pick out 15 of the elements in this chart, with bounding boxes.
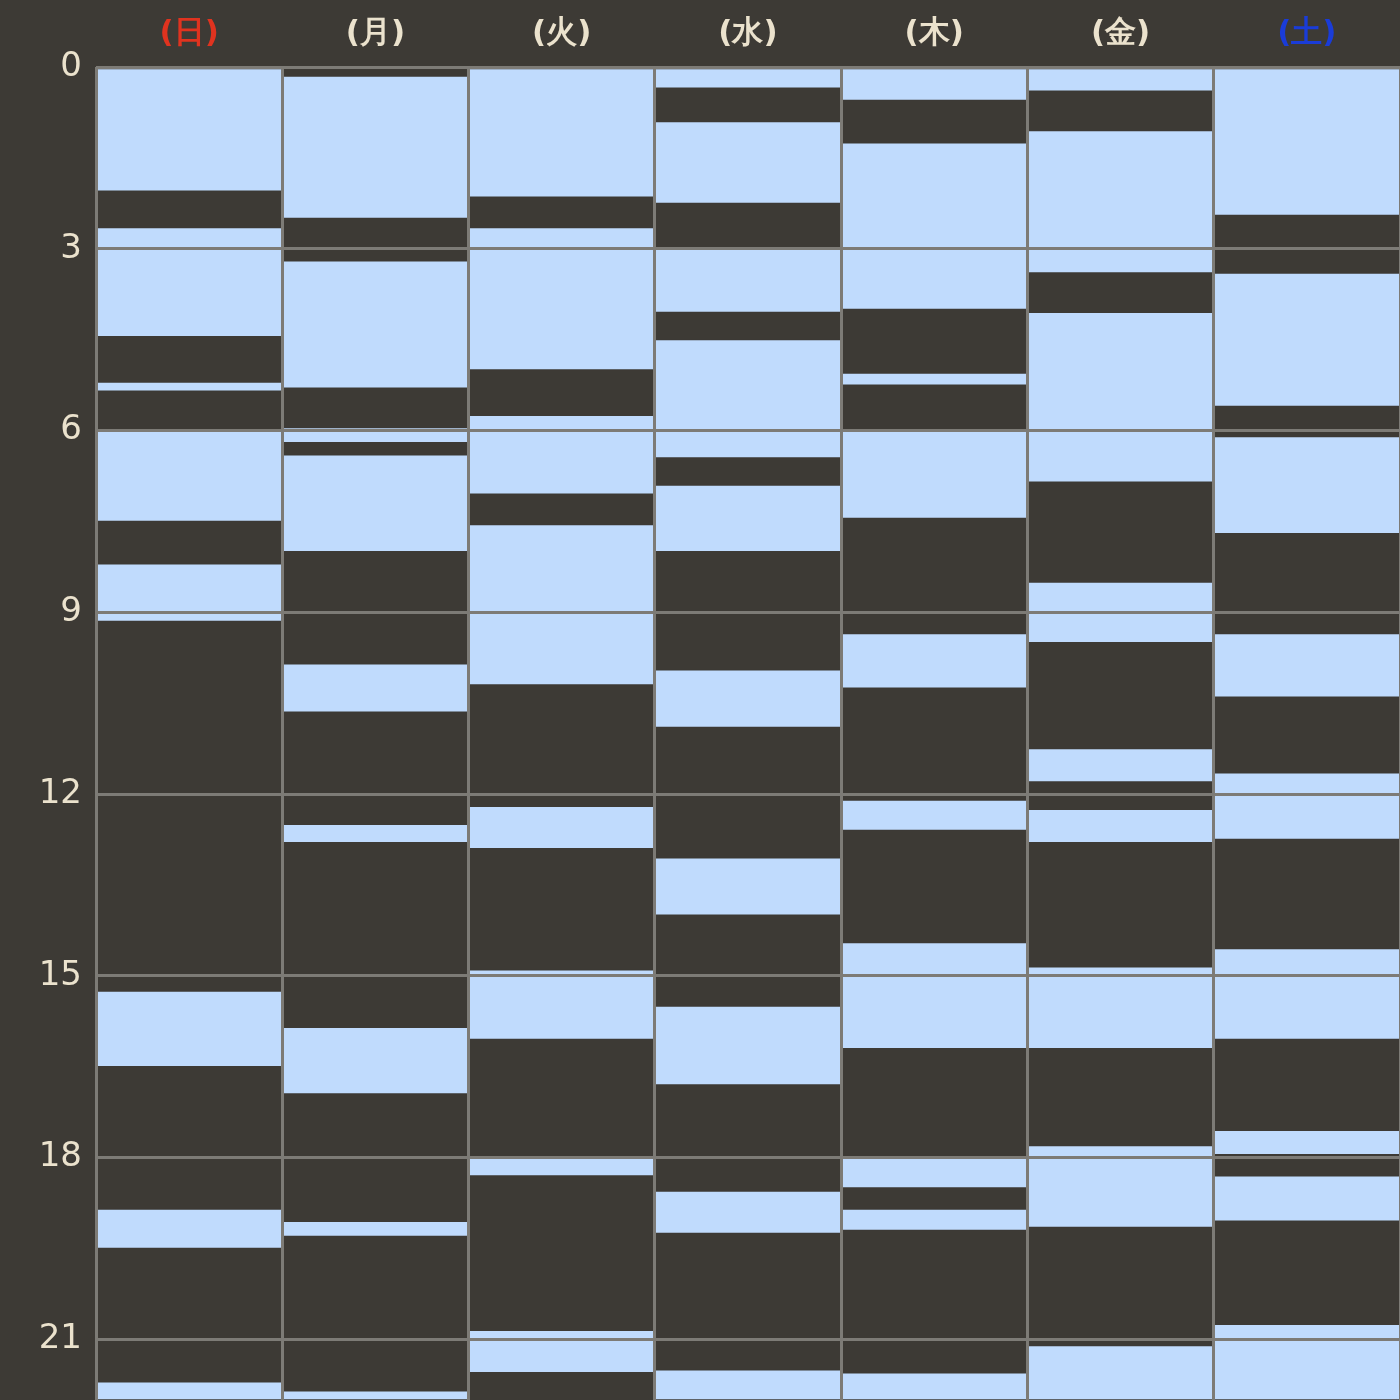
x-tick-label: (月) xyxy=(345,13,406,50)
x-tick-label: (木) xyxy=(904,13,964,50)
x-tick-label: (土) xyxy=(1277,13,1337,50)
x-tick-label: (金) xyxy=(1090,13,1151,50)
y-tick-label: 9 xyxy=(60,589,82,630)
y-tick-label: 15 xyxy=(38,952,82,993)
y-tick-label: 6 xyxy=(60,407,82,448)
y-tick-label: 0 xyxy=(60,43,82,84)
x-tick-label: (水) xyxy=(718,13,778,50)
y-tick-label: 3 xyxy=(60,225,82,266)
x-tick-label: (火) xyxy=(532,13,592,50)
y-tick-label: 18 xyxy=(38,1134,82,1175)
y-tick-label: 21 xyxy=(38,1316,82,1357)
y-tick-label: 12 xyxy=(38,770,82,811)
x-tick-label: (日) xyxy=(159,13,219,50)
